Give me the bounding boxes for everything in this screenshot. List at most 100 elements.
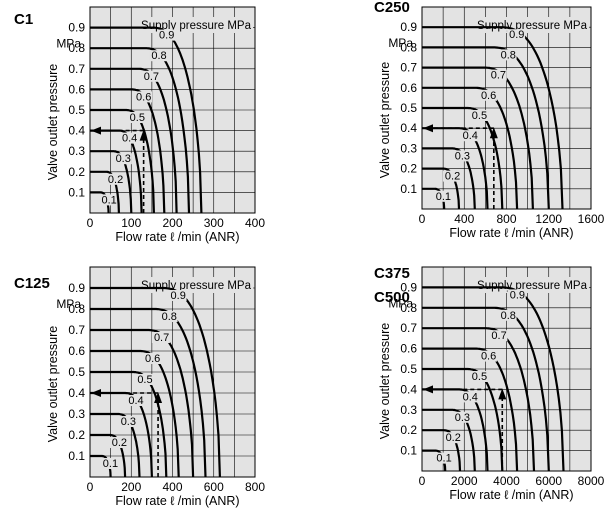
- curve-label-bg: [452, 411, 471, 423]
- curve-label-0.2: 0.2: [445, 171, 460, 183]
- chart-panel-1: Supply pressure MPa 0.1 0.2 0.3 0.4 0.5 0.6 0.7…: [14, 6, 265, 244]
- y-tick-label: 0.6: [400, 81, 417, 95]
- curve-label-bg: [460, 391, 479, 403]
- x-tick-label: 8000: [578, 474, 605, 488]
- y-axis-title: Valve outlet pressure: [378, 62, 392, 179]
- x-axis-title: Flow rate ℓ /min (ANR): [449, 226, 573, 240]
- y-tick-label: 0.1: [400, 444, 417, 458]
- curve-label-0.5: 0.5: [472, 371, 487, 383]
- legend-title: Supply pressure MPa: [141, 280, 252, 292]
- y-axis-title: Valve outlet pressure: [378, 323, 392, 440]
- x-tick-label: 200: [121, 480, 141, 494]
- curve-label-bg: [134, 91, 153, 103]
- y-tick-label: 0.2: [68, 428, 85, 442]
- curve-label-bg: [452, 150, 471, 162]
- curve-0.7: [422, 66, 534, 210]
- curve-0.8: [90, 307, 207, 478]
- x-tick-label: 400: [162, 480, 182, 494]
- y-tick-label: 0.7: [68, 62, 85, 76]
- x-tick-label: 0: [87, 216, 94, 230]
- legend-title: Supply pressure MPa: [141, 20, 252, 32]
- curve-label-0.1: 0.1: [436, 453, 451, 465]
- curve-0.7: [422, 327, 536, 472]
- y-tick-label: 0.7: [400, 61, 417, 75]
- curve-label-bg: [498, 309, 517, 321]
- curve-label-bg: [478, 350, 497, 362]
- x-tick-label: 100: [121, 216, 141, 230]
- y-tick-label: 0.4: [400, 382, 417, 396]
- y-tick-label: 0.5: [68, 103, 85, 117]
- x-tick-label: 800: [245, 480, 265, 494]
- curve-label-bg: [142, 353, 161, 364]
- y-axis-unit: MPa: [388, 36, 413, 50]
- y-tick-label: 0.1: [68, 185, 85, 199]
- y-tick-label: 0.9: [400, 20, 417, 34]
- model-name: C1: [14, 11, 33, 28]
- curve-label-0.9: 0.9: [509, 29, 524, 41]
- x-tick-label: 400: [245, 216, 265, 230]
- curve-label-0.3: 0.3: [455, 412, 470, 424]
- curve-label-0.1: 0.1: [102, 194, 117, 206]
- curve-label-bg: [151, 332, 170, 343]
- curve-label-0.7: 0.7: [144, 71, 159, 83]
- curve-label-0.6: 0.6: [145, 353, 160, 365]
- curve-label-0.2: 0.2: [112, 437, 127, 449]
- curve-label-0.7: 0.7: [491, 70, 506, 82]
- chart-panel-3: Supply pressure MPa 0.1 0.2 0.3 0.4 0.5 0.6 0.7…: [14, 266, 265, 508]
- example-left-arrow: [423, 385, 433, 394]
- model-name: C125: [14, 275, 50, 292]
- curve-label-bg: [100, 458, 119, 469]
- x-tick-label: 1200: [535, 212, 562, 226]
- x-axis-title: Flow rate ℓ /min (ANR): [115, 230, 239, 244]
- curve-label-bg: [469, 110, 488, 121]
- curve-label-0.6: 0.6: [136, 91, 151, 103]
- curve-0.9: [90, 286, 221, 478]
- curve-label-bg: [488, 69, 507, 81]
- y-tick-label: 0.7: [68, 323, 85, 337]
- x-tick-label: 1600: [578, 212, 605, 226]
- y-tick-label: 0.6: [400, 342, 417, 356]
- y-tick-label: 0.9: [68, 281, 85, 295]
- curve-label-0.7: 0.7: [154, 332, 169, 344]
- x-tick-label: 200: [162, 216, 182, 230]
- curve-label-bg: [157, 29, 176, 41]
- x-tick-label: 0: [419, 212, 426, 226]
- legend-title: Supply pressure MPa: [477, 280, 588, 292]
- curve-label-0.9: 0.9: [171, 290, 186, 302]
- curve-label-bg: [159, 311, 178, 322]
- curve-label-0.3: 0.3: [116, 153, 131, 165]
- y-tick-label: 0.8: [68, 302, 85, 316]
- x-tick-label: 0: [87, 480, 94, 494]
- example-left-arrow: [91, 389, 101, 397]
- y-tick-label: 0.3: [68, 407, 85, 421]
- curve-label-0.1: 0.1: [436, 191, 451, 203]
- curve-label-0.8: 0.8: [501, 310, 516, 322]
- example-up-arrow: [498, 388, 507, 400]
- curve-label-bg: [99, 194, 118, 206]
- y-tick-label: 0.1: [400, 182, 417, 196]
- x-tick-label: 300: [204, 216, 224, 230]
- y-tick-label: 0.2: [68, 165, 85, 179]
- y-tick-label: 0.4: [400, 121, 417, 135]
- curve-label-bg: [141, 70, 160, 82]
- y-tick-label: 0.3: [68, 144, 85, 158]
- curve-label-bg: [434, 452, 453, 464]
- curve-label-bg: [135, 374, 154, 385]
- y-tick-label: 0.3: [400, 403, 417, 417]
- y-tick-label: 0.3: [400, 141, 417, 155]
- curve-label-bg: [442, 170, 461, 182]
- example-left-arrow: [91, 126, 101, 135]
- y-tick-label: 0.5: [400, 101, 417, 115]
- model-name: C500: [374, 289, 410, 306]
- curve-0.8: [422, 306, 550, 472]
- y-tick-label: 0.9: [400, 280, 417, 294]
- y-tick-label: 0.7: [400, 321, 417, 335]
- curve-0.9: [422, 286, 565, 472]
- y-tick-label: 0.5: [68, 365, 85, 379]
- curve-label-bg: [507, 289, 526, 301]
- curve-0.9: [422, 26, 564, 210]
- curve-label-bg: [469, 371, 488, 382]
- x-tick-label: 0: [419, 474, 426, 488]
- legend-box: [469, 17, 589, 33]
